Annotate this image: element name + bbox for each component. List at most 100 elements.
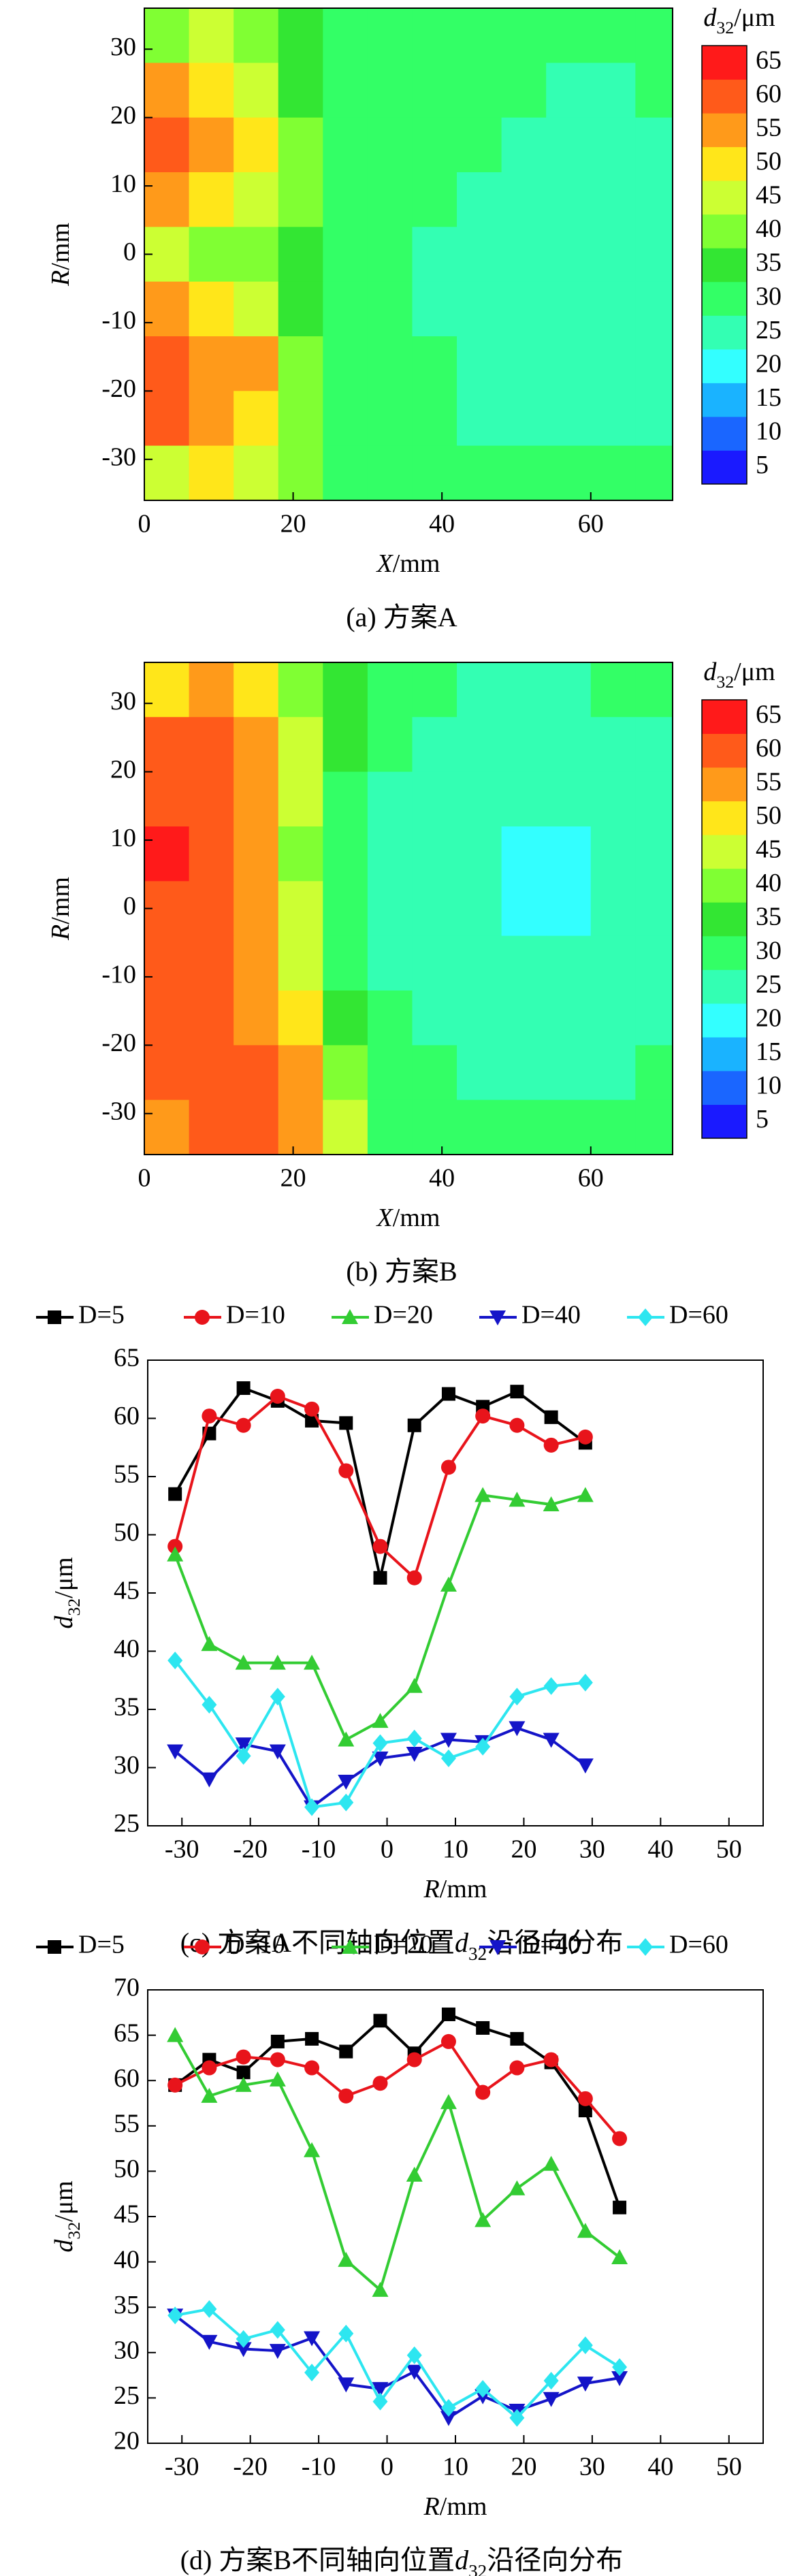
marker (167, 2077, 183, 2093)
marker (339, 2044, 353, 2059)
colorbar-label: 65 (756, 700, 782, 728)
heat-cell (189, 935, 234, 991)
x-tick-label: 30 (579, 1835, 605, 1864)
marker (510, 1385, 524, 1399)
marker (543, 2372, 559, 2390)
colorbar-label: 5 (756, 1105, 769, 1133)
heat-cell (590, 8, 636, 63)
colorbar-title: d32/μm (703, 3, 775, 38)
heat-cell (590, 662, 636, 718)
marker (406, 2166, 423, 2182)
heat-cell (234, 1099, 279, 1155)
x-tick-label: 50 (716, 1835, 742, 1864)
heat-cell (278, 8, 323, 63)
heat-cell (590, 391, 636, 447)
heat-cell (278, 771, 323, 827)
x-axis-label-symbol: R (423, 2492, 440, 2521)
heat-cell (278, 117, 323, 173)
x-tick-label: 0 (381, 2453, 393, 2481)
heat-cell (412, 1099, 457, 1155)
legend-label: D=5 (78, 1931, 125, 1959)
marker (475, 2212, 492, 2227)
heat-cell (501, 1045, 547, 1101)
heat-cell (189, 662, 234, 718)
marker (338, 1775, 355, 1790)
heat-cell (278, 336, 323, 391)
y-tick-label: 65 (114, 1344, 140, 1372)
heat-cell (590, 991, 636, 1046)
legend-label: D=40 (521, 1931, 581, 1959)
heat-cell (635, 1099, 673, 1155)
marker (544, 1410, 558, 1424)
plot-frame (147, 1989, 764, 2444)
heat-cell (189, 1045, 234, 1101)
marker (406, 1570, 422, 1585)
caption: (d) 方案B不同轴向位置d32沿径向分布 (180, 2545, 624, 2576)
marker (406, 1746, 423, 1762)
y-axis-label-subscript: 32 (64, 1598, 84, 1616)
heat-cell (234, 1045, 279, 1101)
colorbar-label: 15 (756, 1037, 782, 1066)
marker (407, 1418, 421, 1432)
marker (236, 1417, 251, 1433)
x-tick-label: 20 (280, 1164, 306, 1193)
colorbar-label: 50 (756, 147, 782, 176)
y-tick-label: 45 (114, 1577, 140, 1605)
x-axis-label-unit: /mm (393, 1204, 440, 1232)
heat-cell (323, 117, 368, 173)
legend-label: D=10 (226, 1301, 285, 1330)
colorbar-title-unit: /μm (734, 658, 775, 686)
marker (509, 2409, 525, 2427)
heat-cell (144, 1045, 190, 1101)
colorbar-frame (701, 45, 747, 485)
marker (440, 2033, 456, 2049)
heat-cell (278, 63, 323, 118)
caption-suffix: 沿径向分布 (487, 2545, 623, 2575)
legend-marker (638, 1308, 653, 1326)
heat-cell (234, 391, 279, 447)
heat-cell (412, 227, 457, 283)
heat-cell (635, 336, 673, 391)
y-tick-label: 70 (114, 1974, 140, 2002)
heat-cell (501, 445, 547, 501)
heat-cell (635, 935, 673, 991)
heat-cell (501, 227, 547, 283)
heat-cell (590, 445, 636, 501)
heat-cell (546, 63, 592, 118)
y-axis-label: R/mm (46, 877, 75, 941)
heat-cell (144, 63, 190, 118)
colorbar-band (702, 180, 747, 215)
marker (338, 2324, 354, 2342)
x-tick-label: -20 (233, 1835, 268, 1864)
marker (543, 2392, 560, 2407)
colorbar-band (702, 281, 747, 316)
x-tick-label: -10 (302, 2453, 336, 2481)
colorbar-band (702, 733, 747, 768)
heat-cell (501, 336, 547, 391)
marker (304, 2060, 320, 2076)
heat-cell (189, 391, 234, 447)
heat-cell (590, 227, 636, 283)
caption-subscript: 32 (468, 2561, 487, 2576)
y-axis-label-unit: /μm (50, 1557, 78, 1598)
marker (270, 2034, 285, 2048)
heat-cell (323, 227, 368, 283)
marker (406, 2052, 422, 2067)
y-tick-label: -30 (101, 1097, 136, 1125)
y-tick-label: 50 (114, 2155, 140, 2183)
y-tick-label: 30 (110, 33, 136, 61)
x-axis-label-unit: /mm (393, 549, 440, 578)
marker (372, 1734, 388, 1752)
y-tick-label: 60 (114, 1402, 140, 1430)
colorbar-band (702, 146, 747, 181)
y-axis-label-unit: /mm (46, 223, 75, 270)
colorbar-label: 25 (756, 970, 782, 999)
y-tick-label: 25 (114, 1809, 140, 1838)
caption-prefix: (b) 方案B (346, 1256, 457, 1287)
heat-cell (189, 336, 234, 391)
marker (577, 2336, 593, 2355)
heat-cell (457, 662, 502, 718)
y-tick-label: 30 (114, 1751, 140, 1780)
marker (406, 1729, 422, 1748)
heat-cell (457, 336, 502, 391)
